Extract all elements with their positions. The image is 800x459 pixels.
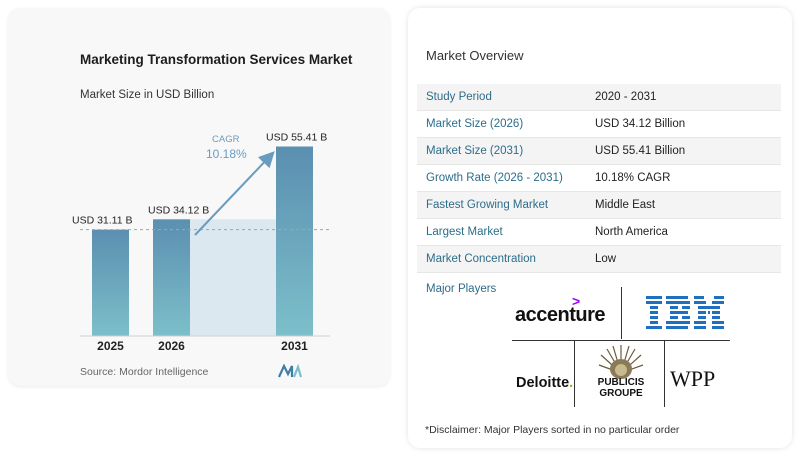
overview-key: Largest Market bbox=[426, 226, 503, 238]
category-label: 2025 bbox=[97, 339, 124, 353]
bar-2026 bbox=[153, 219, 190, 336]
bar-2031 bbox=[276, 146, 313, 336]
logo-divider bbox=[664, 341, 665, 407]
overview-row: Market Concentration Low bbox=[417, 246, 781, 273]
overview-value: 2020 - 2031 bbox=[595, 91, 657, 103]
logo-divider bbox=[621, 287, 622, 339]
ibm-logo bbox=[646, 296, 724, 329]
overview-value: Middle East bbox=[595, 199, 656, 211]
wpp-logo: WPP bbox=[670, 366, 716, 391]
major-players-label: Major Players bbox=[426, 283, 497, 295]
publicis-logo: PUBLICIS GROUPE bbox=[577, 377, 665, 399]
category-label: 2031 bbox=[281, 339, 308, 353]
overview-key: Market Size (2031) bbox=[426, 145, 524, 157]
overview-value: Low bbox=[595, 253, 617, 265]
overview-row: Fastest Growing Market Middle East bbox=[417, 192, 781, 219]
source-note: Source: Mordor Intelligence bbox=[80, 366, 209, 378]
overview-key: Market Size (2026) bbox=[426, 118, 524, 130]
overview-key: Study Period bbox=[426, 91, 492, 103]
overview-value: USD 34.12 Billion bbox=[595, 118, 686, 130]
data-label: USD 55.41 B bbox=[266, 131, 327, 143]
bar-2025 bbox=[92, 229, 129, 336]
overview-value: 10.18% CAGR bbox=[595, 172, 671, 184]
overview-card bbox=[408, 8, 792, 448]
cagr-label: CAGR bbox=[212, 134, 240, 145]
overview-key: Growth Rate (2026 - 2031) bbox=[426, 172, 563, 184]
overview-key: Market Concentration bbox=[426, 253, 536, 265]
overview-row: Largest Market North America bbox=[417, 219, 781, 246]
accenture-logo: accenture bbox=[515, 304, 606, 326]
overview-value: USD 55.41 Billion bbox=[595, 145, 686, 157]
data-label: USD 31.11 B bbox=[72, 215, 133, 227]
publicis-logo-line2: GROUPE bbox=[599, 388, 643, 399]
disclaimer: *Disclaimer: Major Players sorted in no … bbox=[425, 424, 680, 436]
category-label: 2026 bbox=[158, 339, 185, 353]
deloitte-logo-dot: . bbox=[569, 375, 574, 391]
logo-divider bbox=[574, 341, 575, 407]
chart-title: Marketing Transformation Services Market bbox=[80, 52, 353, 67]
overview-value: North America bbox=[595, 226, 668, 238]
logo-divider bbox=[512, 340, 730, 341]
data-label: USD 34.12 B bbox=[148, 204, 209, 216]
projection-area bbox=[190, 219, 276, 336]
cagr-arrow bbox=[194, 151, 275, 236]
overview-title: Market Overview bbox=[426, 48, 524, 63]
deloitte-logo-text: Deloitte bbox=[516, 375, 570, 391]
cagr-value: 10.18% bbox=[206, 147, 247, 161]
bar-chart: USD 31.11 B USD 34.12 B USD 55.41 B 2025 202… bbox=[72, 131, 330, 353]
overview-row: Market Size (2031) USD 55.41 Billion bbox=[417, 138, 781, 165]
accenture-logo-icon: > bbox=[572, 293, 581, 309]
overview-row: Market Size (2026) USD 34.12 Billion bbox=[417, 111, 781, 138]
publicis-logo-line1: PUBLICIS bbox=[597, 377, 645, 388]
mordor-logo-icon bbox=[278, 364, 302, 378]
publicis-lion-icon bbox=[598, 345, 644, 379]
overview-row: Growth Rate (2026 - 2031) 10.18% CAGR bbox=[417, 165, 781, 192]
chart-subtitle: Market Size in USD Billion bbox=[80, 89, 215, 101]
overview-key: Fastest Growing Market bbox=[426, 199, 549, 211]
overview-row: Study Period 2020 - 2031 bbox=[417, 84, 781, 111]
deloitte-logo: Deloitte. bbox=[516, 375, 573, 391]
